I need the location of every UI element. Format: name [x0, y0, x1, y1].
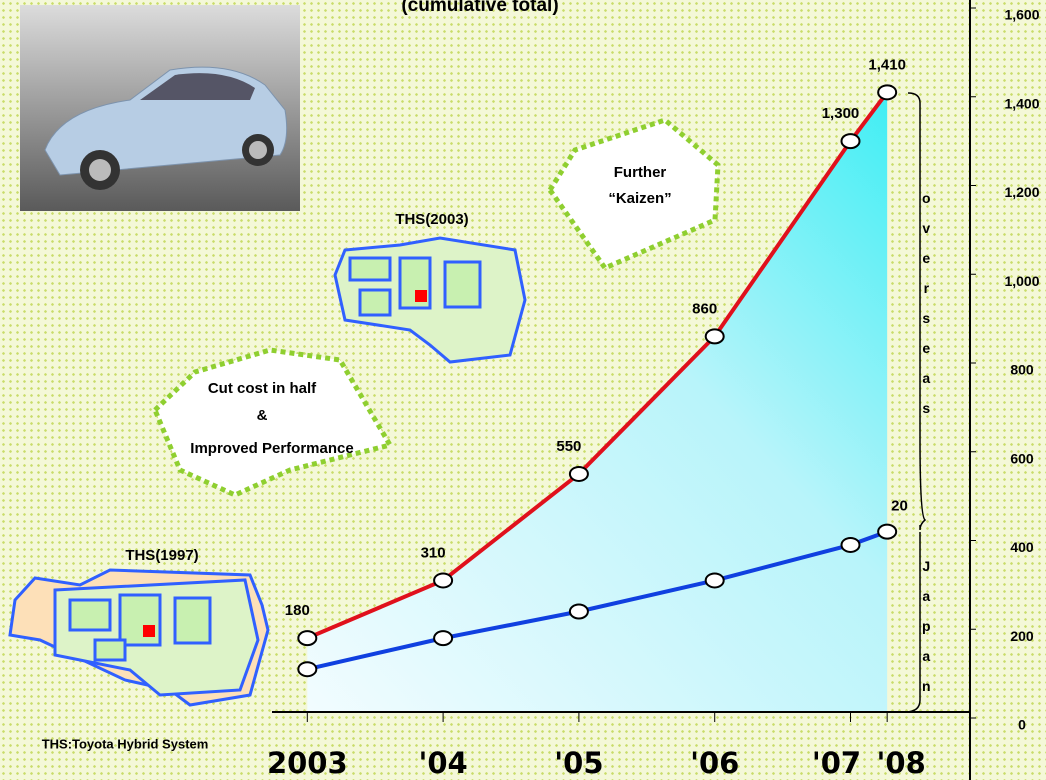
legend-label: Japan [918, 558, 934, 708]
data-point [570, 605, 588, 619]
y-tick-label: 800 [1010, 362, 1034, 378]
annotation: Cut cost in half [208, 380, 317, 397]
data-point [841, 134, 859, 148]
data-point [878, 85, 896, 99]
car-photo [20, 5, 300, 211]
x-tick-label: '07 [812, 746, 861, 780]
data-point [434, 573, 452, 587]
y-tick-label: 200 [1010, 628, 1034, 644]
y-tick-label: 600 [1010, 450, 1034, 466]
y-tick-label: 1,200 [1004, 184, 1039, 200]
data-label: 1,300 [822, 105, 860, 122]
annotation: Further [614, 164, 667, 181]
footnote: THS:Toyota Hybrid System [42, 736, 209, 751]
y-tick-label: 1,000 [1004, 273, 1039, 289]
data-point [878, 525, 896, 539]
ths2003-diagram [335, 238, 525, 362]
data-point [706, 329, 724, 343]
annotation: Improved Performance [190, 440, 353, 457]
legend-label: overseas [918, 190, 934, 430]
x-tick-label: '05 [554, 746, 603, 780]
annotation: & [257, 407, 268, 424]
y-tick-label: 400 [1010, 539, 1034, 555]
data-point [298, 631, 316, 645]
data-point [434, 631, 452, 645]
data-label: 860 [692, 300, 717, 317]
data-label: 310 [421, 544, 446, 561]
page: {"chart_data":{"type":"line","title":"(c… [0, 0, 1046, 780]
data-point [706, 573, 724, 587]
x-tick-label: '04 [418, 746, 467, 780]
x-tick-label: '06 [690, 746, 739, 780]
chart-title: (cumulative total) [401, 0, 558, 16]
data-point [298, 662, 316, 676]
ths1997-diagram [10, 570, 268, 705]
x-tick-label: 2003 [267, 746, 348, 780]
x-tick-label: '08 [877, 746, 926, 780]
y-tick-label: 1,400 [1004, 95, 1039, 111]
y-tick-label: 1,600 [1004, 7, 1039, 23]
annotation: THS(2003) [395, 211, 468, 228]
callout-cost [155, 350, 390, 495]
annotation: “Kaizen” [608, 190, 671, 207]
data-label: 550 [556, 438, 581, 455]
annotation: THS(1997) [125, 547, 198, 564]
chart: Further “Kaizen” THS(2003) Cut cost in h… [0, 0, 1046, 780]
y-tick-label: 0 [1018, 717, 1026, 733]
data-label: 180 [285, 602, 310, 619]
data-label: 20 [891, 498, 908, 515]
data-point [841, 538, 859, 552]
data-point [570, 467, 588, 481]
data-label: 1,410 [868, 56, 906, 73]
